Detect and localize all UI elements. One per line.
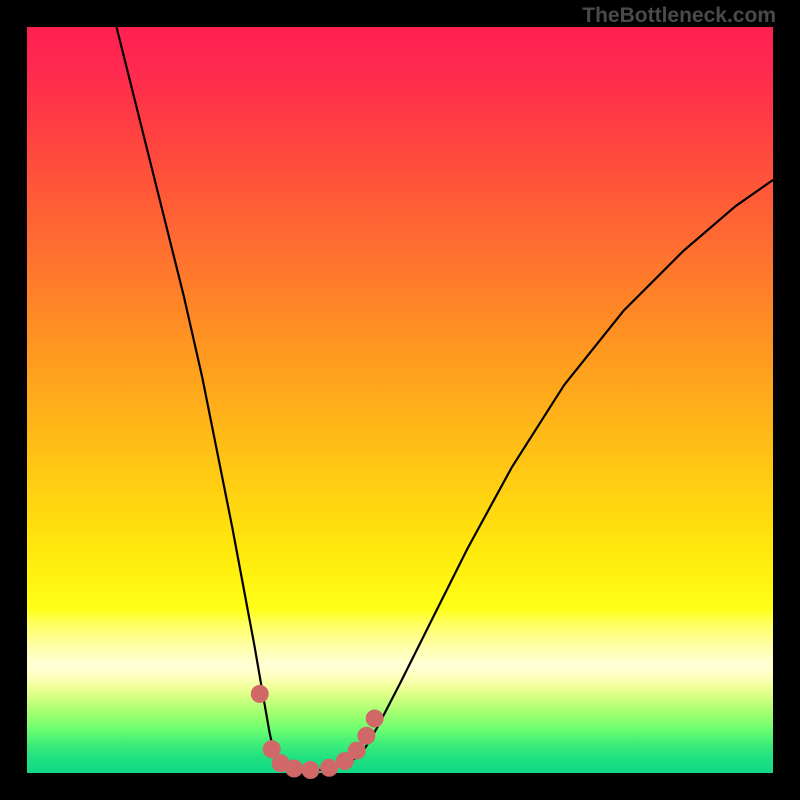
marker-dot xyxy=(357,727,375,745)
bottleneck-chart xyxy=(0,0,800,800)
marker-dot xyxy=(366,710,384,728)
marker-dot xyxy=(348,742,366,760)
marker-dot xyxy=(285,760,303,778)
marker-dot xyxy=(320,759,338,777)
plot-background xyxy=(27,27,773,773)
marker-dot xyxy=(301,761,319,779)
watermark-text: TheBottleneck.com xyxy=(582,4,776,28)
marker-dot xyxy=(251,685,269,703)
